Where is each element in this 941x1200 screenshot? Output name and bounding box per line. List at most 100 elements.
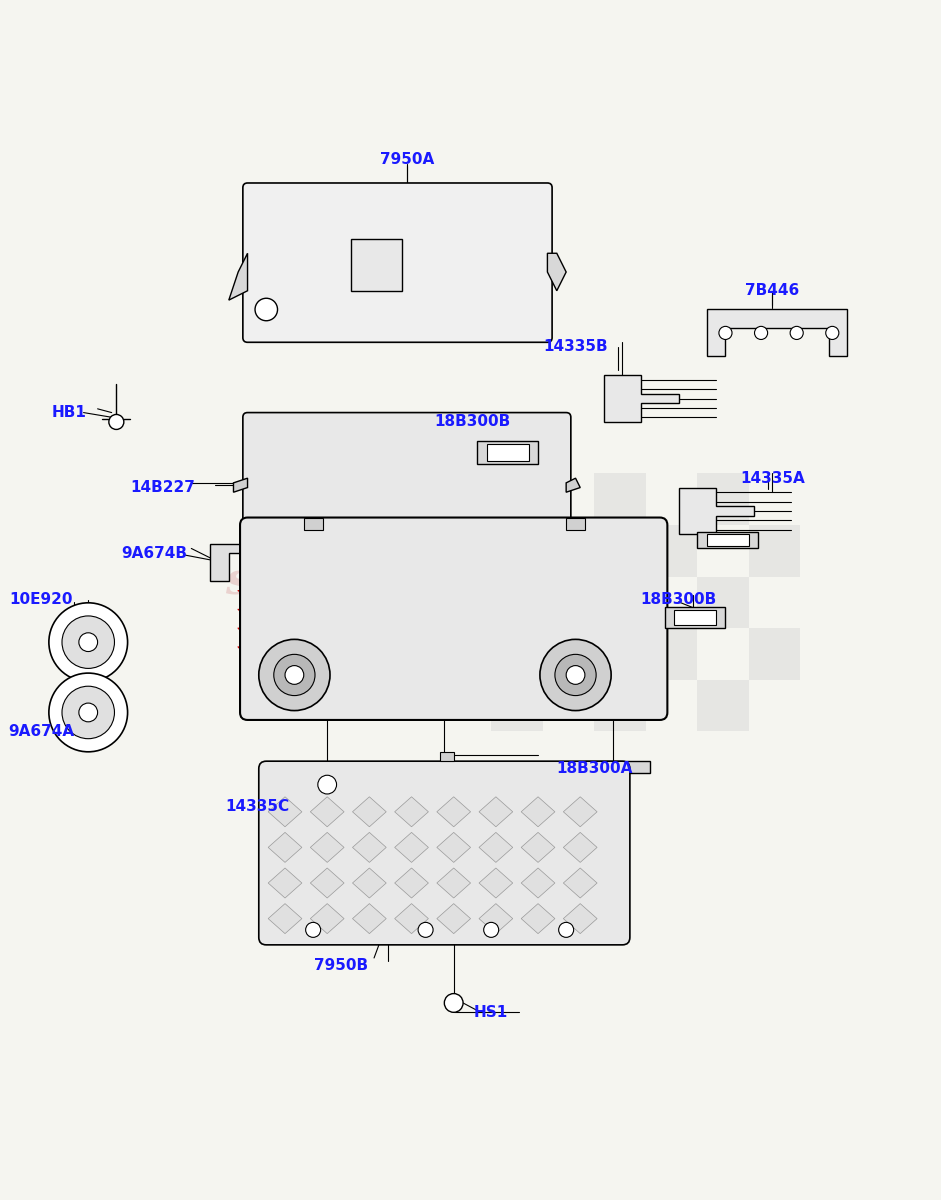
Bar [491, 576, 543, 628]
Polygon shape [437, 904, 470, 934]
Circle shape [826, 326, 838, 340]
Polygon shape [229, 253, 247, 300]
Polygon shape [678, 487, 754, 534]
Polygon shape [353, 904, 386, 934]
Circle shape [79, 703, 98, 722]
Circle shape [49, 602, 128, 682]
Circle shape [444, 994, 463, 1013]
Circle shape [79, 632, 98, 652]
FancyBboxPatch shape [240, 517, 667, 720]
Text: 7950B: 7950B [314, 958, 368, 973]
Circle shape [109, 414, 124, 430]
Polygon shape [268, 797, 302, 827]
FancyBboxPatch shape [243, 182, 552, 342]
Polygon shape [548, 253, 566, 290]
Bar [477, 440, 538, 464]
Bar [351, 239, 402, 290]
FancyBboxPatch shape [259, 761, 630, 944]
Polygon shape [210, 544, 285, 581]
Polygon shape [311, 833, 344, 863]
Polygon shape [564, 868, 598, 898]
Bar [304, 518, 323, 529]
Polygon shape [353, 833, 386, 863]
Bar [595, 576, 646, 628]
Circle shape [484, 923, 499, 937]
Polygon shape [268, 833, 302, 863]
Bar [595, 679, 646, 731]
Text: 9A674B: 9A674B [120, 546, 187, 560]
Circle shape [790, 326, 804, 340]
Circle shape [62, 686, 115, 739]
Bar [543, 628, 595, 679]
Polygon shape [479, 797, 513, 827]
Bar [491, 474, 543, 526]
Text: 18B300B: 18B300B [435, 414, 511, 430]
Bar [439, 752, 454, 761]
Circle shape [259, 640, 330, 710]
Text: 7B446: 7B446 [745, 283, 800, 299]
Circle shape [719, 326, 732, 340]
Circle shape [755, 326, 768, 340]
Circle shape [555, 654, 597, 696]
Polygon shape [564, 797, 598, 827]
Polygon shape [437, 833, 470, 863]
Bar [566, 518, 585, 529]
Text: scuderia: scuderia [225, 559, 439, 602]
Polygon shape [566, 478, 581, 492]
Bar [595, 474, 646, 526]
Polygon shape [437, 797, 470, 827]
Polygon shape [394, 833, 428, 863]
Bar [697, 532, 758, 548]
Text: 14335B: 14335B [543, 340, 608, 354]
Bar [486, 444, 529, 461]
Bar [707, 534, 749, 546]
Polygon shape [521, 833, 555, 863]
Text: 14335A: 14335A [740, 470, 805, 486]
Circle shape [285, 666, 304, 684]
Bar [543, 526, 595, 576]
Bar [697, 679, 749, 731]
Circle shape [566, 666, 585, 684]
Text: HB1: HB1 [52, 406, 87, 420]
Text: 7950A: 7950A [380, 152, 434, 167]
Text: 10E920: 10E920 [9, 593, 73, 607]
Polygon shape [564, 833, 598, 863]
Polygon shape [707, 310, 847, 356]
Polygon shape [311, 868, 344, 898]
Polygon shape [521, 904, 555, 934]
Bar [585, 761, 650, 773]
Bar [646, 628, 697, 679]
Circle shape [540, 640, 611, 710]
Polygon shape [479, 904, 513, 934]
Text: 14335C: 14335C [225, 799, 289, 814]
Text: a  r  s: a r s [361, 626, 434, 649]
Text: 18B300A: 18B300A [556, 761, 632, 776]
Polygon shape [479, 833, 513, 863]
Bar [697, 474, 749, 526]
Polygon shape [479, 868, 513, 898]
Polygon shape [521, 868, 555, 898]
Polygon shape [233, 478, 247, 492]
Text: 14B227: 14B227 [131, 480, 196, 496]
Polygon shape [353, 797, 386, 827]
Circle shape [62, 616, 115, 668]
Circle shape [274, 654, 315, 696]
Bar [674, 611, 716, 625]
Circle shape [255, 299, 278, 320]
Polygon shape [394, 797, 428, 827]
Bar [749, 628, 801, 679]
Text: 18B300B: 18B300B [641, 593, 717, 607]
Polygon shape [268, 904, 302, 934]
Polygon shape [521, 797, 555, 827]
Circle shape [318, 775, 337, 794]
Polygon shape [394, 868, 428, 898]
Circle shape [49, 673, 128, 752]
Polygon shape [353, 868, 386, 898]
Circle shape [418, 923, 433, 937]
FancyBboxPatch shape [243, 413, 571, 529]
Bar [664, 607, 726, 628]
Polygon shape [311, 797, 344, 827]
Polygon shape [311, 904, 344, 934]
Bar [749, 526, 801, 576]
Polygon shape [603, 376, 678, 422]
